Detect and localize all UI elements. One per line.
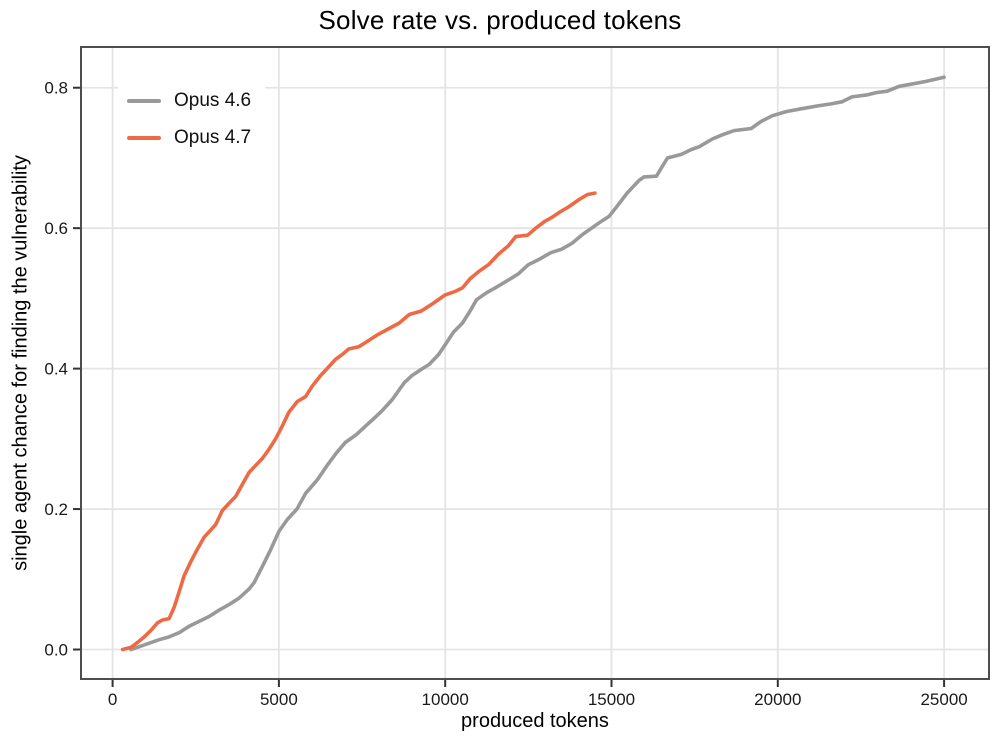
x-tick-label: 25000	[920, 690, 967, 709]
chart-title: Solve rate vs. produced tokens	[318, 5, 682, 35]
panel-border	[80, 46, 990, 680]
x-axis-label: produced tokens	[461, 710, 609, 732]
legend-line-swatch-opus-4-6	[127, 98, 161, 103]
y-tick-label: 0.8	[44, 79, 68, 98]
y-axis-label: single agent chance for finding the vuln…	[9, 155, 32, 571]
legend-label-opus-4-6: Opus 4.6	[174, 89, 252, 111]
y-tick-label: 0.4	[44, 360, 68, 379]
legend-item-opus-4-6: Opus 4.6	[127, 82, 251, 119]
y-tick-label: 0.2	[44, 500, 68, 519]
legend: Opus 4.6 Opus 4.7	[118, 78, 266, 160]
series-line-opus-4-6	[129, 75, 946, 652]
legend-label-opus-4-7: Opus 4.7	[174, 126, 252, 148]
x-tick-label: 5000	[260, 690, 298, 709]
series-line-opus-4-7	[120, 191, 597, 652]
y-tick-label: 0.6	[44, 219, 68, 238]
legend-item-opus-4-7: Opus 4.7	[127, 119, 251, 156]
x-tick-label: 15000	[588, 690, 635, 709]
x-tick-label: 0	[108, 690, 117, 709]
y-tick-label: 0.0	[44, 641, 68, 660]
x-tick-label: 20000	[754, 690, 801, 709]
legend-line-swatch-opus-4-7	[127, 135, 161, 140]
x-tick-label: 10000	[422, 690, 469, 709]
